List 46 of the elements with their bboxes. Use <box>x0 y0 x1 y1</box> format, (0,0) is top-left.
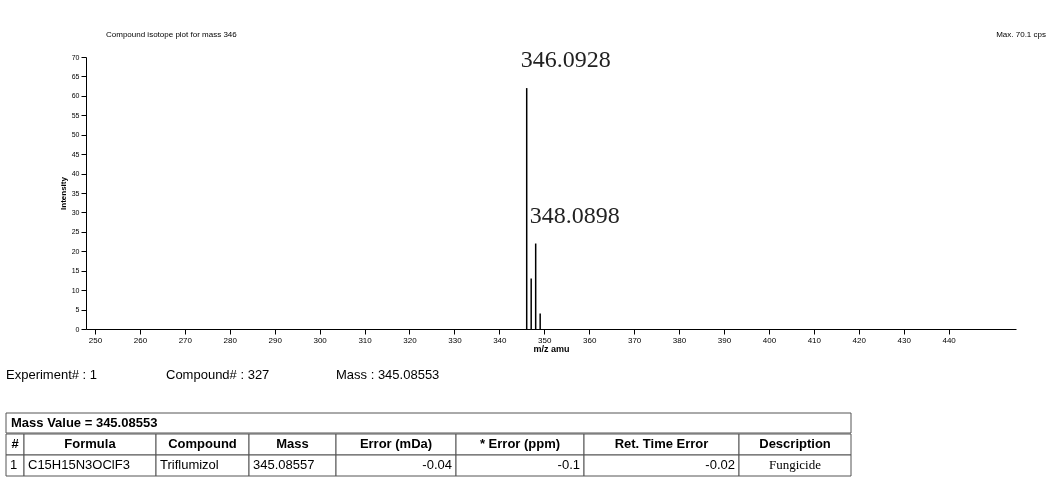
text: Max. 70.1 cps <box>996 30 1046 39</box>
x-tick-label: 360 <box>583 335 597 345</box>
text: Mass : 345.08553 <box>336 367 440 382</box>
text: Mass Value = 345.08553 <box>11 415 158 430</box>
x-tick-label: 310 <box>358 335 373 345</box>
text: Error (mDa) <box>359 436 433 451</box>
text: * Error (ppm) <box>479 436 561 451</box>
text: C15H15N3OClF3 <box>28 457 130 472</box>
x-tick-label: 320 <box>403 335 418 345</box>
x-tick-label: 440 <box>942 335 957 345</box>
x-tick-label: 390 <box>717 335 732 345</box>
text: 345.08557 <box>253 457 315 472</box>
x-tick-label: 370 <box>627 335 642 345</box>
text: Experiment# : 1 <box>6 367 98 382</box>
annotation: 346.0928 <box>520 46 611 73</box>
x-tick-label: 420 <box>852 335 867 345</box>
text: Formula <box>64 436 117 451</box>
text: # <box>11 436 20 451</box>
y-axis-title: Intensity <box>58 176 68 210</box>
text: Mass <box>276 436 309 451</box>
x-tick-label: 340 <box>493 335 508 345</box>
text: Compound <box>168 436 237 451</box>
text: -0.04 <box>422 457 452 472</box>
text: Compound# : 327 <box>166 367 270 382</box>
x-tick-label: 380 <box>672 335 687 345</box>
x-axis-title: m/z amu <box>533 343 570 354</box>
x-tick-label: 430 <box>897 335 912 345</box>
x-tick-label: 270 <box>178 335 193 345</box>
text: Triflumizol <box>160 457 219 472</box>
x-tick-label: 260 <box>133 335 148 345</box>
x-tick-label: 250 <box>88 335 103 345</box>
x-tick-label: 300 <box>313 335 328 345</box>
x-tick-label: 290 <box>268 335 283 345</box>
x-tick-label: 280 <box>223 335 238 345</box>
chart-title: Compound isotope plot for mass 346 <box>106 30 238 39</box>
text: Fungicide <box>769 457 822 472</box>
x-tick-label: 350 <box>538 335 552 345</box>
x-tick-label: 400 <box>762 335 777 345</box>
text: 1 <box>10 457 18 472</box>
x-tick-label: 330 <box>448 335 463 345</box>
text: -0.02 <box>705 457 735 472</box>
annotation: 348.0898 <box>529 201 620 228</box>
x-tick-label: 410 <box>807 335 822 345</box>
text: Ret. Time Error <box>614 436 709 451</box>
text: Description <box>759 436 831 451</box>
text: -0.1 <box>557 457 580 472</box>
